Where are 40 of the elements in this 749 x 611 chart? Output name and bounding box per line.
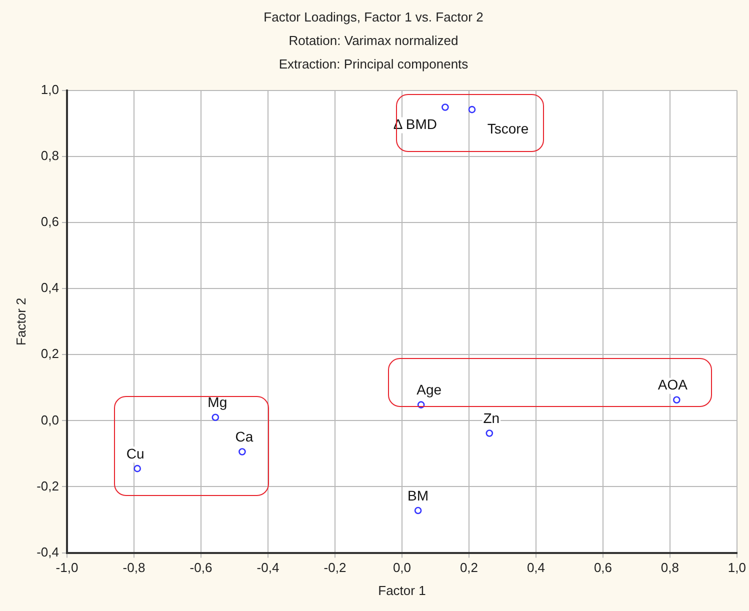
annotation: Age (416, 382, 442, 398)
chart-title: Factor Loadings, Factor 1 vs. Factor 2 (264, 9, 484, 24)
annotation: Mg (208, 394, 228, 410)
x-tick-label: -0,6 (190, 560, 212, 576)
x-tick-label: 0,8 (660, 560, 680, 576)
y-tick-label: 0,8 (40, 148, 59, 164)
x-tick-label: 0,6 (594, 560, 612, 576)
point (414, 506, 422, 514)
point (238, 448, 246, 456)
x-tick-label: -0,4 (256, 560, 280, 576)
x-tick-label: -0,2 (324, 560, 346, 576)
x-tick-label: 0,4 (526, 560, 546, 576)
annotation: Zn (483, 410, 500, 426)
y-tick-label: -0,4 (36, 544, 59, 560)
point (673, 396, 680, 404)
annotation: Tscore (487, 120, 529, 136)
y-tick-label: 0,6 (40, 214, 59, 230)
x-axis-title: Factor 1 (378, 582, 426, 598)
y-axis-title: Factor 2 (13, 298, 28, 346)
chart-subtitle: Rotation: Varimax normalized Extraction: Principal components (278, 32, 469, 72)
y-tick-label: -0,2 (36, 478, 59, 494)
y-tick-label: 0,2 (40, 346, 59, 362)
annotation: BM (408, 487, 429, 504)
y-tick-label: 0,0 (40, 412, 59, 428)
y-tick-label: 1,0 (40, 82, 59, 97)
y-tick-label: 0,4 (40, 280, 59, 296)
x-tick-label: 0,0 (392, 560, 412, 576)
x-tick-label: -1,0 (56, 560, 78, 576)
annotation: AOA (658, 376, 688, 393)
point (134, 464, 141, 472)
x-tick-label: -0,8 (122, 560, 146, 576)
annotation: Ca (235, 428, 254, 445)
x-tick-label: 0,2 (460, 560, 478, 576)
point (486, 430, 494, 437)
point (417, 401, 425, 408)
point (468, 106, 476, 114)
point (212, 414, 220, 422)
annotation: Cu (126, 445, 144, 462)
point (442, 104, 449, 111)
x-tick-label: 1,0 (728, 560, 746, 576)
